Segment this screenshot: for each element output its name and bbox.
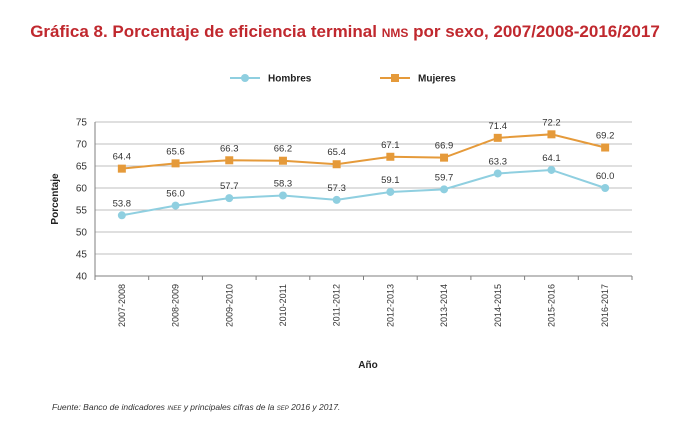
data-label-hombres: 53.8: [113, 198, 132, 209]
data-label-mujeres: 67.1: [381, 140, 400, 151]
legend-label-mujeres: Mujeres: [418, 74, 456, 85]
x-tick-label: 2007-2008: [117, 284, 127, 327]
point-mujeres: [278, 156, 287, 165]
point-mujeres: [386, 152, 395, 161]
point-hombres: [386, 187, 395, 196]
y-tick-label: 65: [76, 162, 88, 173]
y-tick-label: 45: [76, 250, 88, 261]
data-label-mujeres: 66.3: [220, 143, 239, 154]
point-mujeres: [547, 130, 556, 139]
y-tick-label: 70: [76, 140, 88, 151]
y-axis-title: Porcentaje: [50, 173, 61, 225]
data-labels: 53.8 56.0 57.7 58.3 57.3 59.1 59.7 63.3 64.1 60.0…: [113, 117, 615, 209]
point-mujeres: [440, 153, 449, 162]
x-tick-label: 2011-2012: [332, 284, 342, 326]
data-label-mujeres: 66.9: [435, 141, 454, 152]
x-tick-label: 2014-2015: [493, 284, 503, 327]
point-hombres: [171, 201, 180, 210]
data-label-mujeres: 65.6: [166, 146, 185, 157]
point-mujeres: [493, 133, 502, 142]
point-mujeres: [332, 160, 341, 169]
x-tick-label: 2010-2011: [278, 284, 288, 326]
data-label-hombres: 57.3: [327, 183, 346, 194]
data-label-hombres: 56.0: [166, 189, 185, 200]
data-label-hombres: 64.1: [542, 153, 561, 164]
axes: 40 45 50 55 60 65 70 75 2007-2008 2008-2009 2009-2…: [50, 118, 633, 371]
x-tick-label: 2012-2013: [385, 284, 395, 327]
data-label-hombres: 57.7: [220, 181, 239, 192]
legend-label-hombres: Hombres: [268, 74, 312, 85]
point-mujeres: [117, 164, 126, 173]
point-hombres: [117, 211, 126, 220]
data-label-mujeres: 72.2: [542, 117, 561, 128]
y-tick-label: 40: [76, 272, 88, 283]
point-mujeres: [225, 156, 234, 165]
point-hombres: [493, 169, 502, 178]
series: [117, 130, 610, 220]
point-hombres: [547, 165, 556, 174]
legend: Hombres Mujeres: [230, 74, 456, 85]
x-tick-label: 2013-2014: [439, 284, 449, 327]
legend-marker-hombres: [241, 74, 249, 82]
x-axis-title: Año: [358, 360, 377, 371]
series-line-hombres: [121, 168, 606, 217]
data-label-mujeres: 64.4: [113, 152, 132, 163]
point-hombres: [601, 184, 610, 192]
y-tick-label: 75: [76, 118, 88, 129]
y-tick-label: 55: [76, 206, 88, 217]
data-label-mujeres: 71.4: [489, 121, 508, 132]
data-label-mujeres: 66.2: [274, 144, 293, 155]
grid-lines: [95, 121, 632, 255]
x-tick-label: 2008-2009: [171, 284, 181, 327]
point-hombres: [278, 191, 287, 200]
source-note: Fuente: Banco de indicadores inee y prin…: [52, 402, 341, 412]
x-tick-label: 2016-2017: [600, 284, 610, 327]
x-tick-label: 2015-2016: [546, 284, 556, 327]
line-chart: 40 45 50 55 60 65 70 75 2007-2008 2008-2009 2009-2…: [50, 74, 633, 371]
data-label-hombres: 58.3: [274, 178, 293, 189]
data-label-hombres: 59.1: [381, 175, 400, 186]
point-mujeres: [601, 143, 610, 152]
data-label-mujeres: 65.4: [327, 147, 346, 158]
chart-title: Gráfica 8. Porcentaje de eficiencia term…: [30, 22, 660, 41]
point-mujeres: [171, 159, 180, 168]
data-label-mujeres: 69.2: [596, 131, 615, 142]
data-label-hombres: 63.3: [489, 156, 508, 167]
y-tick-label: 60: [76, 184, 88, 195]
point-hombres: [440, 185, 449, 194]
point-hombres: [225, 194, 234, 203]
series-line-mujeres: [121, 133, 606, 170]
y-tick-label: 50: [76, 228, 88, 239]
legend-marker-mujeres: [391, 74, 399, 82]
data-label-hombres: 59.7: [435, 172, 454, 183]
x-tick-label: 2009-2010: [224, 284, 234, 327]
data-label-hombres: 60.0: [596, 171, 615, 182]
point-hombres: [332, 195, 341, 204]
